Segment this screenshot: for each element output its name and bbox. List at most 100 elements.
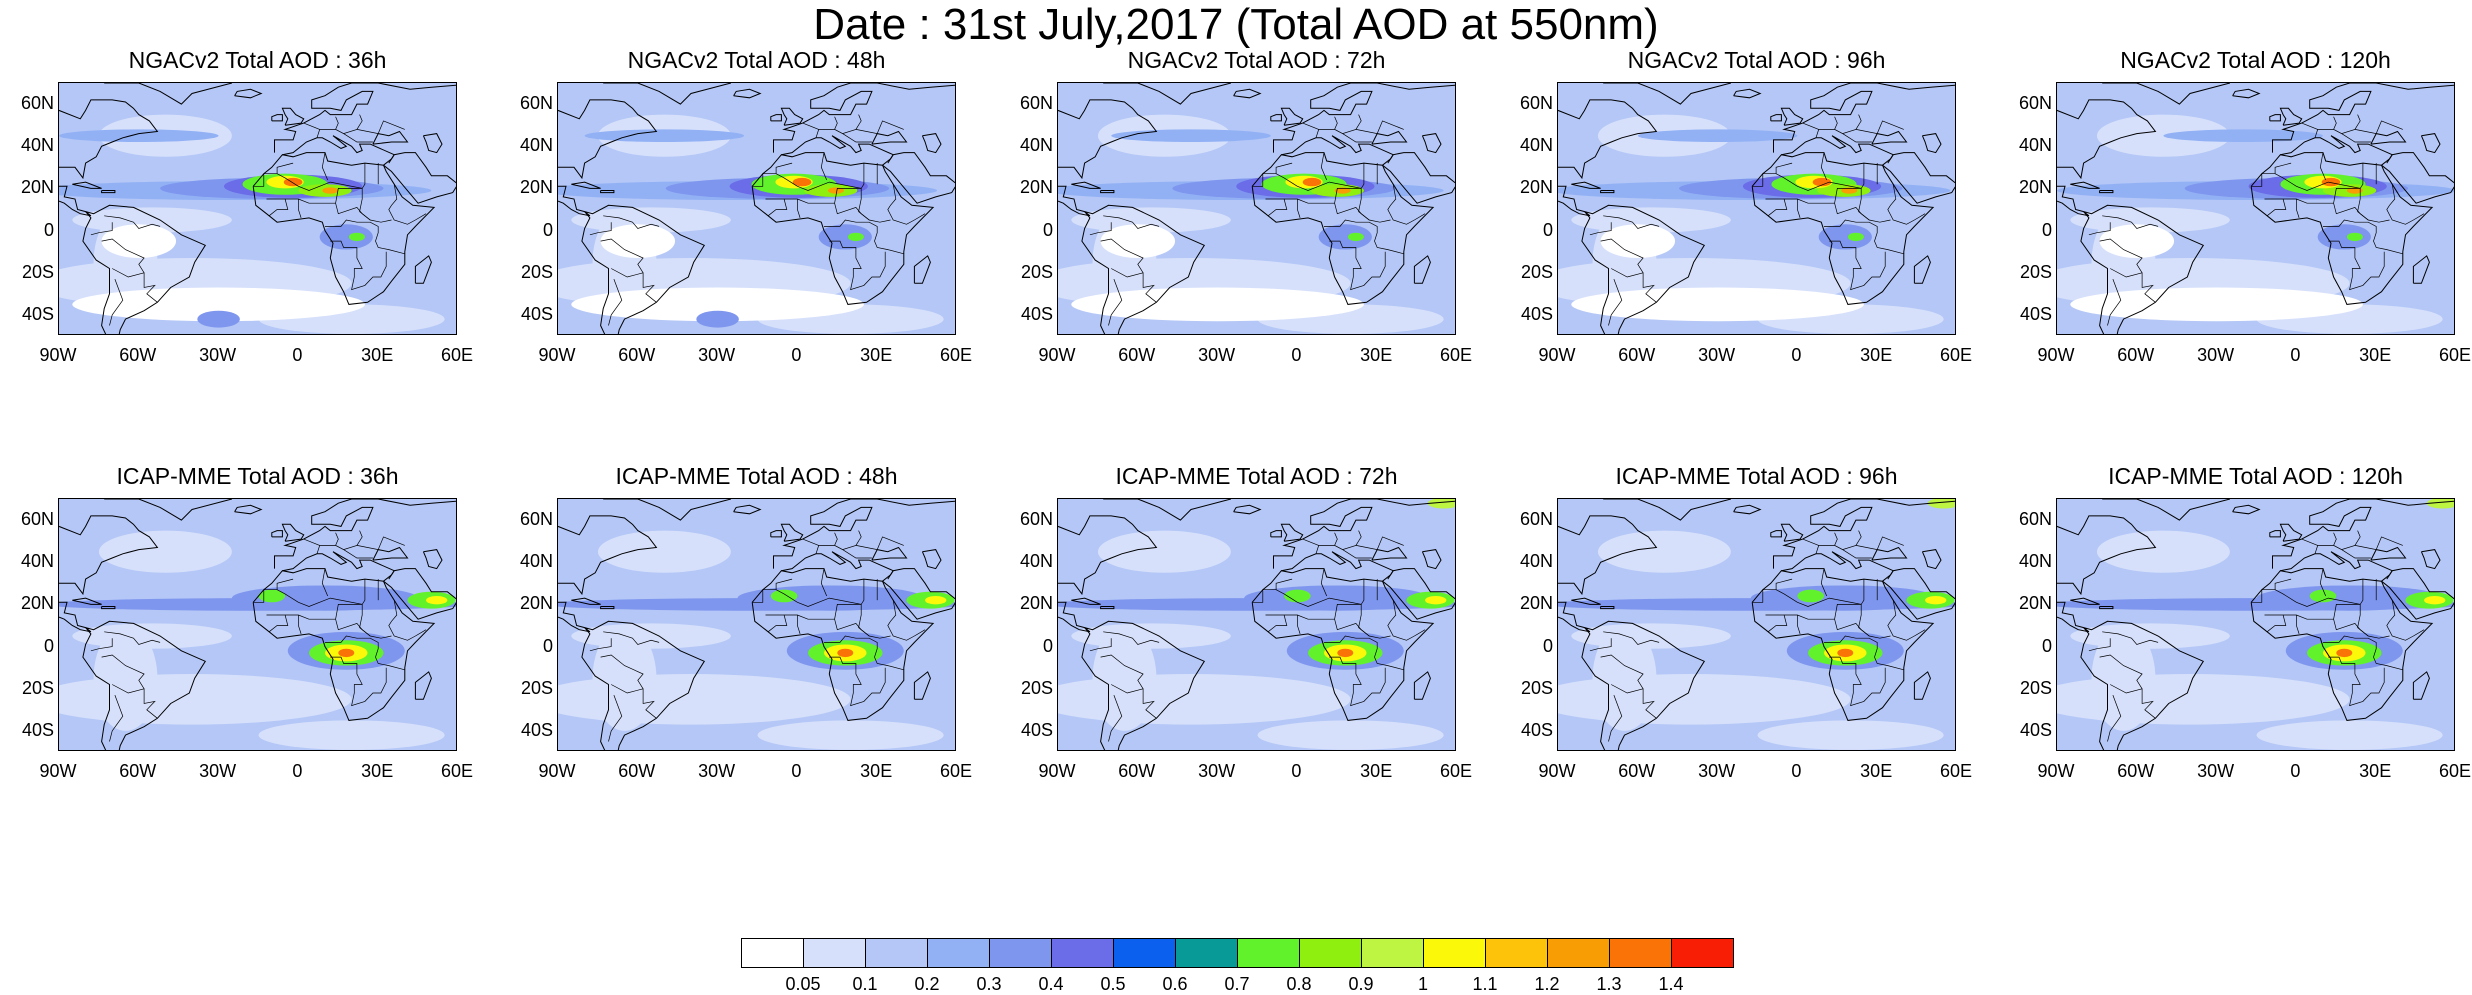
coastline-camerica: [2057, 601, 2090, 633]
lat-tick-label: 0: [2041, 635, 2052, 656]
country-border: [1775, 579, 1865, 607]
map-frame: [2056, 82, 2455, 335]
country-border: [1267, 198, 1288, 217]
coastline-cuba: [2070, 597, 2100, 605]
lat-tick-label: 60N: [1019, 509, 1053, 530]
country-border: [608, 694, 623, 742]
colorbar-label: 1: [1417, 974, 1428, 994]
country-border: [303, 538, 321, 554]
lat-tick-label: 40N: [20, 551, 54, 572]
coastline-samerica: [1081, 204, 1206, 334]
clean-air-area: [1600, 224, 1676, 258]
coastline-africa: [252, 152, 436, 305]
coastline-africa: [2250, 152, 2434, 305]
coastline-ireland: [2269, 114, 2281, 122]
country-border: [1797, 615, 1801, 635]
lon-tick-label: 30W: [199, 761, 237, 781]
country-border: [2264, 198, 2390, 223]
panel-title: NGACv2 Total AOD : 120h: [2120, 47, 2391, 73]
coastline-namerica: [59, 99, 159, 180]
colorbar-label: 1.3: [1596, 974, 1622, 994]
coastline-cuba: [1571, 181, 1601, 189]
country-border: [1834, 116, 1838, 130]
coastline-britain: [281, 107, 305, 126]
lat-tick-label: 40S: [21, 303, 54, 324]
dust-core: [1334, 187, 1351, 194]
aod-patch: [696, 310, 739, 328]
coastline-camerica: [558, 185, 591, 217]
coastline-europe: [2272, 499, 2454, 569]
coastline-med: [781, 551, 894, 580]
panel-title: ICAP-MME Total AOD : 36h: [116, 463, 399, 489]
country-border: [1297, 615, 1301, 635]
low-aod-area: [2256, 720, 2443, 750]
country-border: [1834, 532, 1838, 546]
country-border: [1820, 152, 1828, 181]
coastline-hispaniola: [1100, 190, 1115, 194]
country-border: [2341, 133, 2371, 143]
country-border: [855, 536, 904, 550]
country-border: [767, 198, 788, 217]
lat-tick-label: 0: [43, 219, 54, 240]
lat-tick-label: 20S: [2019, 261, 2052, 282]
country-border: [887, 184, 926, 225]
map-panel-ngac-48h: NGACv2 Total AOD : 48h 60N 40N 20N 0 20S 40S 90…: [520, 46, 972, 375]
lon-tick-label: 90W: [39, 345, 77, 365]
country-border: [1842, 549, 1872, 559]
biomass-smoke: [1818, 224, 1872, 250]
coastline-iceland: [234, 504, 263, 515]
lon-tick-label: 60E: [939, 345, 973, 365]
coastline-caspian: [2420, 549, 2441, 570]
lon-tick-label: 0: [292, 761, 303, 781]
country-border: [1767, 614, 1788, 633]
map-panel-ngac-36h: NGACv2 Total AOD : 36h 60N 40N 20N 0 20S 40S 90…: [21, 46, 473, 375]
country-border: [2328, 240, 2385, 291]
lat-tick-label: 40N: [519, 551, 553, 572]
coastline-africa: [751, 568, 935, 721]
lat-tick-label: 40N: [1519, 135, 1553, 156]
lon-tick-label: 60W: [1618, 345, 1656, 365]
country-border: [335, 532, 339, 546]
lon-tick-label: 60E: [1439, 761, 1473, 781]
coastline-hispaniola: [2099, 606, 2114, 610]
country-border: [1320, 568, 1328, 597]
coastline-camerica: [1058, 601, 1091, 633]
clean-air-area: [1100, 224, 1176, 258]
aod-map: [2057, 83, 2454, 334]
country-border: [797, 615, 801, 635]
coastline-arabia: [383, 568, 456, 620]
country-border: [1329, 240, 1386, 291]
panel-title: ICAP-MME Total AOD : 48h: [615, 463, 898, 489]
coastline-madagascar: [913, 671, 931, 700]
country-border: [356, 536, 405, 550]
lat-tick-label: 40N: [2018, 135, 2052, 156]
colorbar-label: 0.1: [852, 974, 878, 994]
lat-tick-label: 0: [1542, 219, 1553, 240]
smoke-core: [837, 648, 854, 658]
coastline-namerica: [1558, 515, 1658, 596]
country-border: [1252, 578, 1293, 603]
lat-tick-label: 60N: [20, 509, 54, 530]
coastline-caspian: [921, 133, 942, 154]
aod-filament: [584, 129, 745, 143]
country-border: [1589, 222, 1612, 236]
country-border: [1334, 116, 1338, 130]
country-border: [611, 684, 657, 719]
country-border: [1765, 198, 1891, 223]
country-border: [1797, 199, 1801, 219]
country-border: [1252, 162, 1293, 187]
lat-tick-label: 40S: [520, 303, 553, 324]
country-border: [797, 199, 801, 219]
clean-air-area: [2099, 224, 2175, 258]
dust-core: [322, 187, 339, 194]
lon-tick-label: 90W: [538, 345, 576, 365]
low-aod-area: [258, 720, 445, 750]
coastline-samerica: [82, 620, 207, 750]
coastline-cuba: [1071, 181, 1101, 189]
coastline-madagascar: [913, 255, 931, 284]
lon-tick-label: 30E: [1860, 345, 1893, 365]
coastline-africa: [2250, 568, 2434, 721]
coastline-iceland: [733, 504, 762, 515]
country-border: [1355, 536, 1404, 550]
colorbar-box: [1671, 938, 1734, 968]
